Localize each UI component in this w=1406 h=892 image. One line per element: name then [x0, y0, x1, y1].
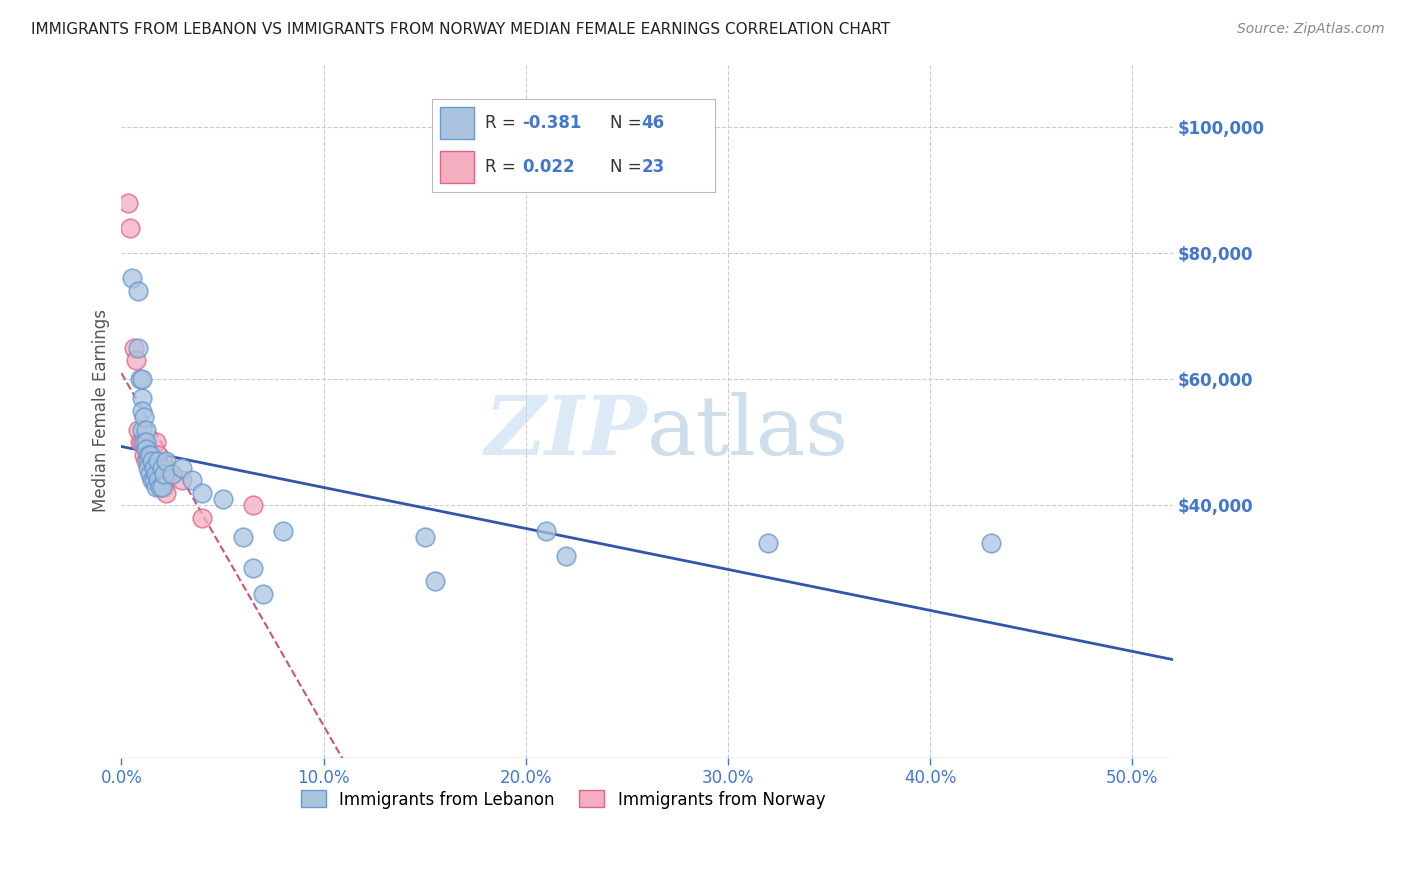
Point [135, 423, 157, 437]
Point [132, 435, 155, 450]
Point [127, 341, 149, 355]
Point [211, 492, 233, 507]
Point [131, 404, 153, 418]
Point [534, 524, 557, 538]
Point [155, 454, 177, 468]
Point [124, 353, 146, 368]
Point [128, 372, 150, 386]
Point [127, 284, 149, 298]
Point [135, 435, 157, 450]
Text: Source: ZipAtlas.com: Source: ZipAtlas.com [1237, 22, 1385, 37]
Point [117, 195, 139, 210]
Point [191, 485, 214, 500]
Point [555, 549, 578, 563]
Point [149, 479, 172, 493]
Point [271, 524, 294, 538]
Point [153, 479, 176, 493]
Point [131, 391, 153, 405]
Point [142, 473, 165, 487]
Point [136, 442, 159, 456]
Text: atlas: atlas [647, 392, 849, 472]
Point [155, 485, 177, 500]
Point [242, 561, 264, 575]
Point [121, 271, 143, 285]
Point [160, 467, 183, 481]
Point [232, 530, 254, 544]
Y-axis label: Median Female Earnings: Median Female Earnings [93, 310, 110, 512]
Text: IMMIGRANTS FROM LEBANON VS IMMIGRANTS FROM NORWAY MEDIAN FEMALE EARNINGS CORRELA: IMMIGRANTS FROM LEBANON VS IMMIGRANTS FR… [31, 22, 890, 37]
Point [150, 479, 173, 493]
Point [146, 473, 169, 487]
Point [145, 435, 167, 450]
Point [139, 467, 162, 481]
Legend: Immigrants from Lebanon, Immigrants from Norway: Immigrants from Lebanon, Immigrants from… [294, 784, 832, 815]
Point [141, 454, 163, 468]
Point [118, 221, 141, 235]
Point [141, 454, 163, 468]
Point [136, 448, 159, 462]
Point [132, 448, 155, 462]
Point [128, 435, 150, 450]
Text: ZIP: ZIP [485, 392, 647, 472]
Point [153, 467, 176, 481]
Point [141, 473, 163, 487]
Point [135, 442, 157, 456]
Point [146, 448, 169, 462]
Point [136, 460, 159, 475]
Point [242, 499, 264, 513]
Point [139, 448, 162, 462]
Point [131, 435, 153, 450]
Point [139, 448, 162, 462]
Point [131, 423, 153, 437]
Point [142, 460, 165, 475]
Point [122, 341, 145, 355]
Point [980, 536, 1002, 550]
Point [172, 473, 194, 487]
Point [132, 410, 155, 425]
Point [413, 530, 436, 544]
Point [127, 423, 149, 437]
Point [135, 454, 157, 468]
Point [172, 460, 194, 475]
Point [136, 454, 159, 468]
Point [252, 587, 274, 601]
Point [149, 473, 172, 487]
Point [142, 460, 165, 475]
Point [145, 479, 167, 493]
Point [423, 574, 446, 588]
Point [131, 372, 153, 386]
Point [756, 536, 779, 550]
Point [146, 454, 169, 468]
Point [150, 460, 173, 475]
Point [191, 511, 214, 525]
Point [150, 467, 173, 481]
Point [145, 467, 167, 481]
Point [160, 467, 183, 481]
Point [181, 473, 204, 487]
